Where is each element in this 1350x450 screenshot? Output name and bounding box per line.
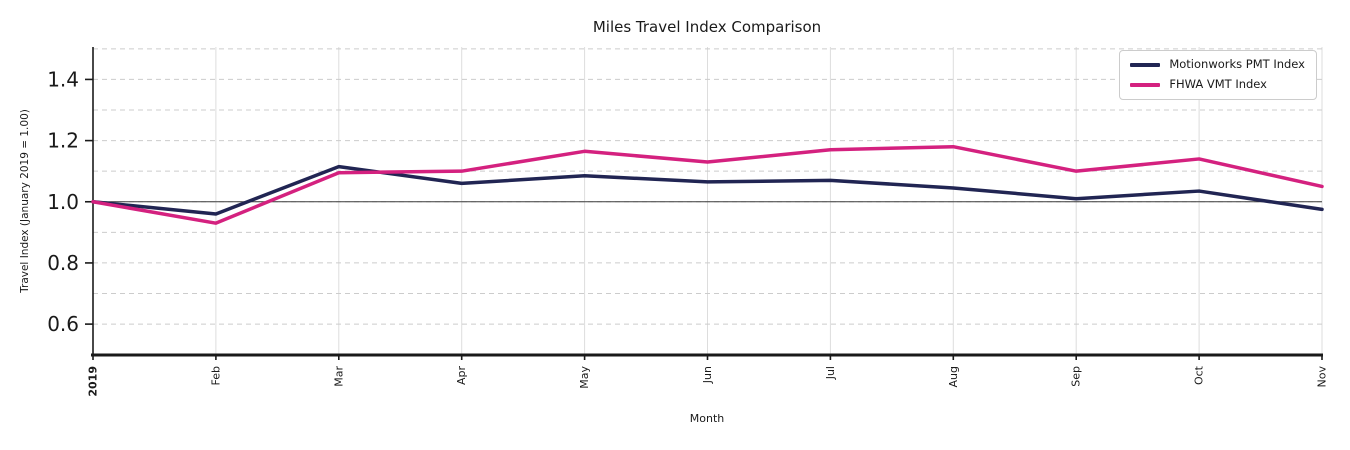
x-tick-label: Sep [1070,366,1083,387]
x-tick-label: Oct [1193,365,1206,385]
legend-label: Motionworks PMT Index [1169,57,1305,71]
legend-item: Motionworks PMT Index [1130,57,1305,72]
legend-swatch [1130,62,1161,67]
legend-label: FHWA VMT Index [1169,76,1267,91]
legend-item: FHWA VMT Index [1130,76,1305,92]
y-tick-label: 1.2 [47,129,79,153]
x-tick-label: Feb [209,366,222,385]
y-tick-label: 1.0 [47,190,79,214]
x-axis-label: Month [689,412,725,425]
legend: Motionworks PMT Index FHWA VMT Index [1119,50,1317,100]
x-tick-label: Aug [947,366,960,387]
x-tick-label: Mar [332,366,345,387]
y-tick-label: 0.8 [47,251,79,275]
x-tick-label: Jul [824,366,837,380]
x-tick-label: May [578,366,591,389]
legend-swatch [1130,82,1161,87]
x-tick-label: Apr [455,366,468,386]
series-line-vmt [91,144,1324,225]
y-tick-label: 1.4 [47,67,79,91]
y-tick-label: 0.6 [47,312,79,336]
series-line-pmt [91,164,1324,216]
x-tick-label: Nov [1316,366,1329,388]
chart-title: Miles Travel Index Comparison [592,18,822,36]
x-tick-label: 2019 [87,366,100,397]
x-tick-label: Jun [701,366,714,384]
